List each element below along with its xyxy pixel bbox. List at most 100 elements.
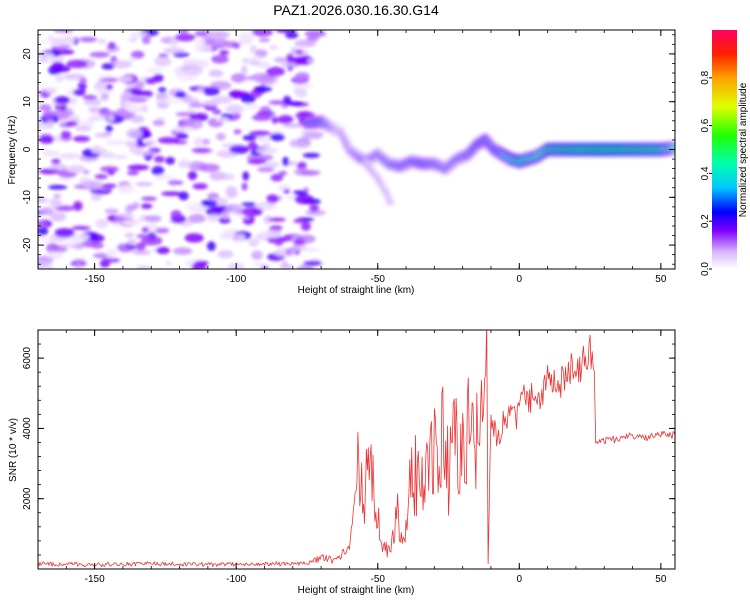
colorbar-label: Normalized spectral amplitude [738,82,749,217]
heatmap-cell [241,207,260,217]
colorbar-tick-label: 0.6 [700,118,711,132]
x-tick-label: 0 [517,274,523,285]
heatmap-cell [194,44,213,53]
heatmap-cell [248,237,260,247]
heatmap-cell [212,109,222,115]
x-tick-label: 50 [655,574,667,585]
heatmap-cell [78,36,98,43]
heatmap-cell [211,54,229,64]
y-tick-label: 10 [22,96,33,108]
heatmap-cell [135,182,153,187]
heatmap-cell [74,125,92,132]
heatmap-cell [94,132,110,138]
heatmap-cell [158,87,167,93]
heatmap-cell [131,90,153,96]
heatmap-cell [294,190,309,196]
y-tick-label: 0 [22,146,33,152]
heatmap-cell [94,174,108,180]
heatmap-cell [219,232,236,240]
heatmap-cell [303,261,323,266]
heatmap-cell [175,68,183,76]
heatmap-cell [195,59,210,69]
snr-chart: -150 -100 -50 0 50 2000 4000 6000 Height of st… [8,329,676,596]
spectrogram-x-label: Height of straight line (km) [298,285,415,296]
heatmap-cell [282,123,305,128]
heatmap-cell [61,242,79,248]
chart-title: PAZ1.2026.030.16.30.G14 [273,2,439,18]
heatmap-cell [145,77,157,85]
heatmap-cell [111,60,132,69]
heatmap-cell [200,199,218,208]
heatmap-cell [39,135,55,144]
heatmap-cell [268,217,286,222]
heatmap-cell [229,145,250,154]
heatmap-cell [42,149,59,157]
heatmap-cell [38,198,49,203]
heatmap-cell [299,170,321,176]
heatmap-cell [39,104,52,112]
heatmap-cell [95,218,109,229]
heatmap-cell [116,107,128,117]
heatmap-cell [126,239,137,245]
heatmap-cell [71,225,91,231]
heatmap-cell [135,242,146,251]
heatmap-cell [99,77,122,83]
heatmap-cell [48,163,68,171]
heatmap-cell [281,260,288,267]
heatmap-cell [75,263,82,269]
heatmap-cell [225,188,238,199]
heatmap-cell [293,238,306,246]
heatmap-cell [188,213,206,223]
y-tick-label: 2000 [22,487,33,510]
heatmap-cell [173,52,190,58]
heatmap-cell [136,265,152,269]
heatmap-cell [165,261,172,266]
heatmap-cell [309,204,320,212]
heatmap-cell [105,248,118,258]
heatmap-cell [263,161,280,168]
heatmap-cell [295,72,310,81]
heatmap-cell [79,77,87,84]
heatmap-cell [73,89,86,96]
heatmap-cell [295,49,304,55]
heatmap-cell [221,211,230,220]
heatmap-cell [63,73,86,81]
heatmap-cell [99,110,119,117]
heatmap-cell [127,205,138,211]
heatmap-cell [282,237,293,242]
heatmap-cell [60,130,72,139]
heatmap-cell [127,170,139,176]
heatmap-cell [303,131,324,140]
heatmap-cell [141,235,163,246]
heatmap-cell [100,92,109,101]
heatmap-cell [170,210,182,220]
snr-x-ticks: -150 -100 -50 0 50 [37,330,667,585]
heatmap-cell [122,220,137,226]
spectrogram-y-label: Frequency (Hz) [7,116,18,185]
heatmap-cell [101,63,115,70]
heatmap-cell [105,84,113,91]
heatmap-cell [286,53,294,62]
x-tick-label: -100 [226,274,246,285]
heatmap-cell [173,247,193,255]
heatmap-cell [233,129,242,135]
heatmap-cell [217,250,234,259]
heatmap-cell [254,86,272,92]
heatmap-cell [294,194,314,205]
heatmap-cell [254,49,268,58]
heatmap-cell [126,96,148,103]
heatmap-cell [65,120,78,127]
heatmap-cell [151,165,165,176]
heatmap-cell [241,202,257,207]
snr-y-ticks: 2000 4000 6000 [22,329,675,570]
heatmap-cell [255,201,277,211]
heatmap-cell [55,74,64,83]
heatmap-cell [206,37,229,48]
heatmap-cell [157,137,180,144]
heatmap-cell [130,115,145,123]
heatmap-cell [263,215,273,225]
x-tick-label: -100 [226,574,246,585]
heatmap-cell [60,105,67,111]
heatmap-noise [38,30,326,269]
